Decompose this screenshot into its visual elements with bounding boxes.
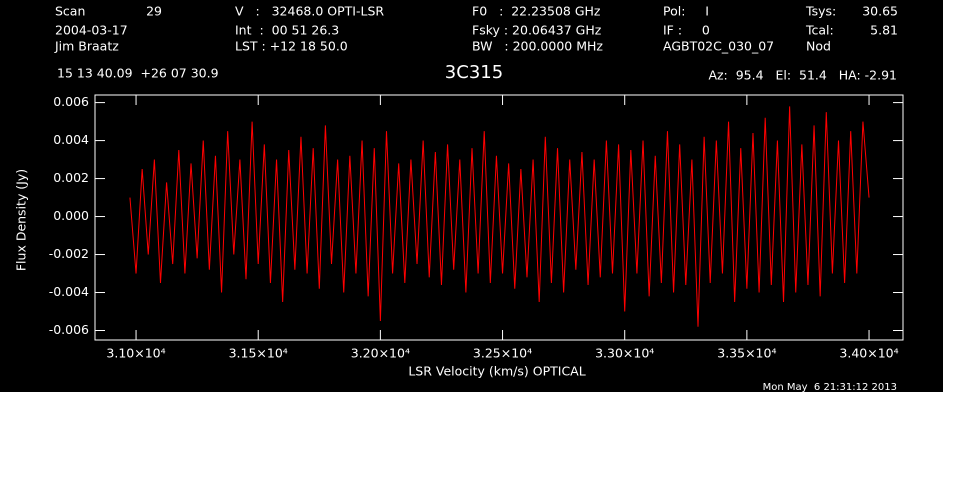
- header-text: Nod: [806, 39, 831, 54]
- header-text: V : 32468.0 OPTI-LSR: [235, 4, 384, 19]
- header-text: 15 13 40.09 +26 07 30.9: [57, 66, 219, 81]
- chart-title: 3C315: [445, 62, 503, 83]
- header-text: Scan: [55, 4, 85, 19]
- header-text: 5.81: [870, 23, 898, 38]
- x-axis-label: LSR Velocity (km/s) OPTICAL: [408, 364, 585, 379]
- x-tick-label: 3.25×10⁴: [473, 346, 532, 361]
- header-text: 30.65: [862, 4, 898, 19]
- plot-background: [0, 0, 943, 392]
- y-tick-label: 0.002: [53, 170, 89, 185]
- header-text: IF : 0: [663, 23, 710, 38]
- header-text: Az: 95.4 El: 51.4 HA: -2.91: [708, 68, 897, 83]
- header-text: Tcal:: [805, 23, 834, 38]
- header-text: BW : 200.0000 MHz: [472, 39, 603, 54]
- header-text: Fsky : 20.06437 GHz: [472, 23, 602, 38]
- x-tick-label: 3.35×10⁴: [717, 346, 776, 361]
- x-tick-label: 3.20×10⁴: [351, 346, 410, 361]
- y-tick-label: 0.006: [53, 94, 89, 109]
- x-tick-label: 3.10×10⁴: [106, 346, 165, 361]
- header-text: F0 : 22.23508 GHz: [472, 4, 601, 19]
- header-text: 29: [146, 4, 162, 19]
- y-tick-label: 0.000: [53, 208, 89, 223]
- header-text: 2004-03-17: [55, 23, 128, 38]
- x-tick-label: 3.40×10⁴: [839, 346, 898, 361]
- y-tick-label: -0.002: [49, 246, 89, 261]
- spectrum-line: [129, 106, 870, 327]
- x-tick-label: 3.30×10⁴: [595, 346, 654, 361]
- footer-timestamp: Mon May 6 21:31:12 2013: [763, 382, 897, 393]
- x-tick-label: 3.15×10⁴: [229, 346, 288, 361]
- y-tick-label: 0.004: [53, 132, 89, 147]
- plot-frame: [94, 94, 904, 341]
- y-axis-label: Flux Density (Jy): [14, 169, 29, 271]
- header-text: Tsys:: [805, 4, 836, 19]
- header-text: Jim Braatz: [54, 39, 119, 54]
- header-text: AGBT02C_030_07: [663, 39, 774, 54]
- header-text: Pol: I: [663, 4, 709, 19]
- y-tick-label: -0.006: [49, 322, 89, 337]
- header-text: Int : 00 51 26.3: [235, 23, 339, 38]
- y-tick-label: -0.004: [49, 284, 89, 299]
- header-text: LST : +12 18 50.0: [235, 39, 348, 54]
